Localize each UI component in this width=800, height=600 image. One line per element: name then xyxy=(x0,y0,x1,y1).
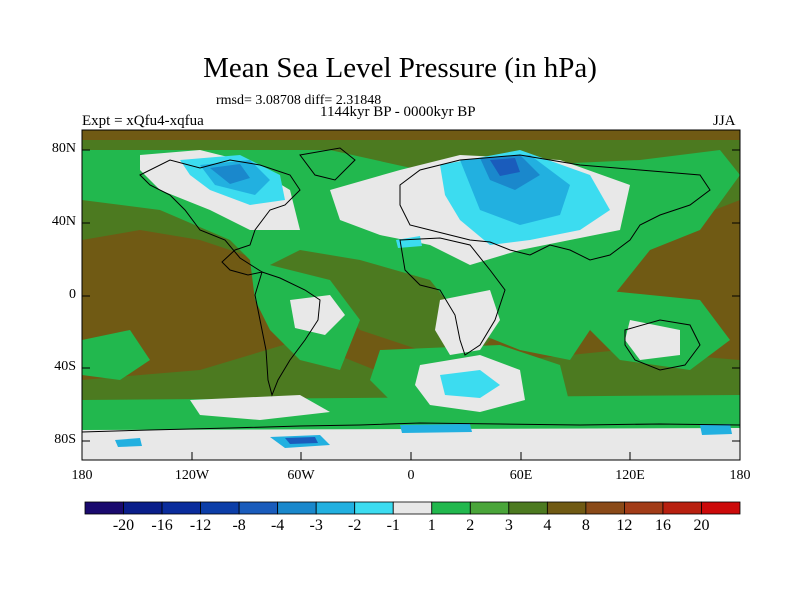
field-blue-7 xyxy=(285,437,318,444)
field-blue-5 xyxy=(210,164,250,184)
lon-label-120w: 120W xyxy=(174,468,210,483)
colorbar-label: 20 xyxy=(693,517,710,534)
field-white-5 xyxy=(625,320,680,360)
experiment-label: Expt = xQfu4-xqfua xyxy=(82,113,204,129)
coast-north-america xyxy=(139,159,301,276)
colorbar-swatch xyxy=(277,501,317,515)
colorbar-label: -2 xyxy=(348,517,362,534)
pressure-field xyxy=(82,130,740,460)
field-blue-4 xyxy=(490,158,520,176)
coast-antarctica xyxy=(82,422,740,433)
colorbar-label: -20 xyxy=(112,517,135,534)
field-cyan-3 xyxy=(440,370,500,398)
stats-text: rmsd= 3.08708 diff= 2.31848 xyxy=(216,93,382,108)
colorbar-swatch xyxy=(662,501,702,515)
coastlines xyxy=(82,147,740,433)
lon-label-60w: 60W xyxy=(287,468,315,483)
colorbar-swatch xyxy=(585,501,625,515)
lat-label-40n: 40N xyxy=(51,214,76,229)
lat-label-40s: 40S xyxy=(54,359,76,374)
colorbar-swatch xyxy=(431,501,471,515)
lat-label-80n: 80N xyxy=(51,141,76,156)
colorbar-label: 1 xyxy=(427,517,436,534)
colorbar-swatch xyxy=(392,501,433,515)
colorbar-swatch xyxy=(546,501,587,515)
lon-label-120e: 120E xyxy=(615,468,645,483)
field-green-5 xyxy=(82,330,150,380)
colorbar-label: 12 xyxy=(616,517,633,534)
colorbar-label: 16 xyxy=(654,517,671,534)
coast-australia xyxy=(624,319,701,371)
colorbar-swatch xyxy=(84,501,124,515)
lat-label-0: 0 xyxy=(69,287,76,302)
lon-label-0: 0 xyxy=(407,468,415,483)
coast-africa xyxy=(399,237,506,356)
lon-label-180-right: 180 xyxy=(729,468,751,483)
colorbar-label: -4 xyxy=(270,517,285,534)
colorbar-label: 8 xyxy=(581,517,590,534)
field-white-7 xyxy=(190,395,330,420)
lon-label-60e: 60E xyxy=(509,468,533,483)
coast-south-america xyxy=(254,271,321,397)
field-blue-10 xyxy=(700,424,732,435)
colorbar-swatch xyxy=(508,501,548,515)
colorbar-swatch xyxy=(238,501,279,515)
season-label: JJA xyxy=(713,113,736,129)
colorbar-label: -1 xyxy=(386,517,400,534)
colorbar-swatch xyxy=(200,501,240,515)
colorbar-label: -8 xyxy=(232,517,246,534)
map-title: Mean Sea Level Pressure (in hPa) xyxy=(203,52,597,84)
colorbar-swatch xyxy=(315,501,356,515)
lon-label-180-left: 180 xyxy=(71,468,93,483)
colorbar xyxy=(84,501,741,515)
colorbar-label: 4 xyxy=(543,517,552,534)
lat-label-80s: 80S xyxy=(54,432,76,447)
field-blue-9 xyxy=(400,424,472,433)
coast-greenland xyxy=(299,147,356,181)
field-white-8 xyxy=(82,428,740,460)
colorbar-label: -3 xyxy=(309,517,323,534)
colorbar-label: -16 xyxy=(151,517,173,534)
field-white-3 xyxy=(290,295,345,335)
colorbar-swatch xyxy=(161,501,201,515)
colorbar-swatch xyxy=(624,501,664,515)
colorbar-swatch xyxy=(354,501,394,515)
field-blue-8 xyxy=(115,438,142,447)
colorbar-swatch xyxy=(469,501,510,515)
colorbar-label: 3 xyxy=(504,517,513,534)
colorbar-label: 2 xyxy=(466,517,475,534)
coast-europe-asia xyxy=(399,154,711,261)
colorbar-swatch xyxy=(701,501,741,515)
period-text: 1144kyr BP - 0000kyr BP xyxy=(320,104,476,120)
axis-ticks xyxy=(81,149,741,460)
colorbar-swatch xyxy=(123,501,163,515)
colorbar-label: -12 xyxy=(189,517,212,534)
field-dark-green-south xyxy=(82,340,740,410)
